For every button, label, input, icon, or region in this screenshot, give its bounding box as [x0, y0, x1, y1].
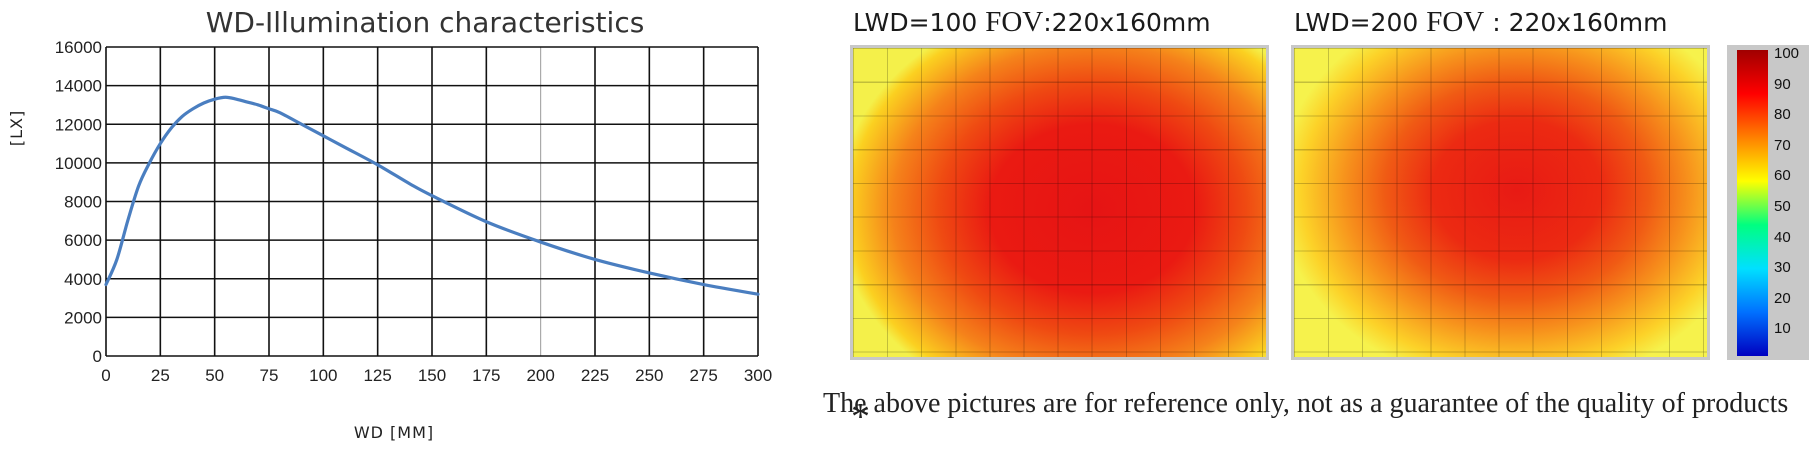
colorbar-tick-label: 90: [1774, 75, 1791, 93]
heatmap-lwd200-image: [1294, 48, 1707, 357]
chart-title: WD-Illumination characteristics: [206, 6, 645, 39]
colorbar-tick-label: 40: [1774, 228, 1791, 246]
colorbar-tick-label: 10: [1774, 320, 1791, 338]
y-tick-label: 16000: [55, 38, 102, 57]
y-tick-label: 12000: [55, 115, 102, 134]
heatmap-lwd100: [850, 45, 1269, 360]
x-tick-label: 175: [472, 366, 500, 385]
y-tick-label: 4000: [64, 270, 102, 289]
x-tick-label: 125: [363, 366, 391, 385]
heatmap-2-fov-label: FOV: [1426, 6, 1485, 38]
heatmap-1-fov-value: :220x160mm: [1043, 8, 1211, 37]
colorbar-tick-label: 30: [1774, 259, 1791, 277]
x-tick-label: 0: [101, 366, 110, 385]
x-tick-label: 50: [205, 366, 224, 385]
colorbar-tick-label: 100: [1774, 45, 1800, 62]
heatmap-1-fov-label: FOV: [985, 6, 1044, 38]
footnote-text: The above pictures are for reference onl…: [823, 388, 1789, 419]
heatmap-lwd200: [1291, 45, 1710, 360]
x-tick-label: 150: [418, 366, 446, 385]
colorbar-tick-label: 60: [1774, 167, 1791, 185]
y-axis-label: [LX]: [7, 110, 26, 146]
heatmap-2-fov-value: : 220x160mm: [1484, 8, 1668, 37]
chart-grid: [105, 46, 759, 357]
x-axis-label: WD [MM]: [354, 423, 434, 442]
colorbar: 100 90 80 70 60 50 40 30 20 10: [1727, 45, 1809, 360]
x-tick-label: 275: [689, 366, 717, 385]
x-tick-label: 225: [581, 366, 609, 385]
heatmap-2-title: LWD=200 FOV : 220x160mm: [1294, 6, 1668, 39]
heatmap-1-lwd-label: LWD=100: [853, 8, 978, 37]
y-tick-label: 8000: [64, 193, 102, 212]
y-tick-label: 2000: [64, 308, 102, 327]
colorbar-tick-label: 80: [1774, 106, 1791, 124]
footnote-star: *: [851, 396, 870, 438]
series-line: [104, 95, 760, 296]
heatmap-lwd100-image: [853, 48, 1266, 357]
x-tick-label: 200: [526, 366, 554, 385]
y-tick-label: 14000: [55, 77, 102, 96]
colorbar-gradient: [1737, 50, 1768, 356]
colorbar-tick-label: 70: [1774, 136, 1791, 154]
x-tick-label: 75: [260, 366, 279, 385]
x-tick-label: 100: [309, 366, 337, 385]
heatmap-1-title: LWD=100 FOV:220x160mm: [853, 6, 1211, 39]
colorbar-tick-label: 50: [1774, 198, 1791, 215]
x-tick-label: 25: [151, 366, 170, 385]
x-tick-label: 300: [744, 366, 772, 385]
y-tick-label: 6000: [64, 231, 102, 250]
y-tick-label: 0: [93, 347, 102, 366]
wd-illumination-chart: WD-Illumination characteristics 02000400…: [7, 6, 772, 442]
heatmap-2-lwd-label: LWD=200: [1294, 8, 1419, 37]
x-tick-label: 250: [635, 366, 663, 385]
y-axis-ticks: 0 2000 4000 6000 8000 10000 12000 14000 16000: [55, 38, 102, 366]
x-axis-ticks: 0 25 50 75 100 125 150 175 200 225 250 275 300: [101, 366, 772, 385]
colorbar-tick-label: 20: [1774, 289, 1791, 307]
y-tick-label: 10000: [55, 154, 102, 173]
